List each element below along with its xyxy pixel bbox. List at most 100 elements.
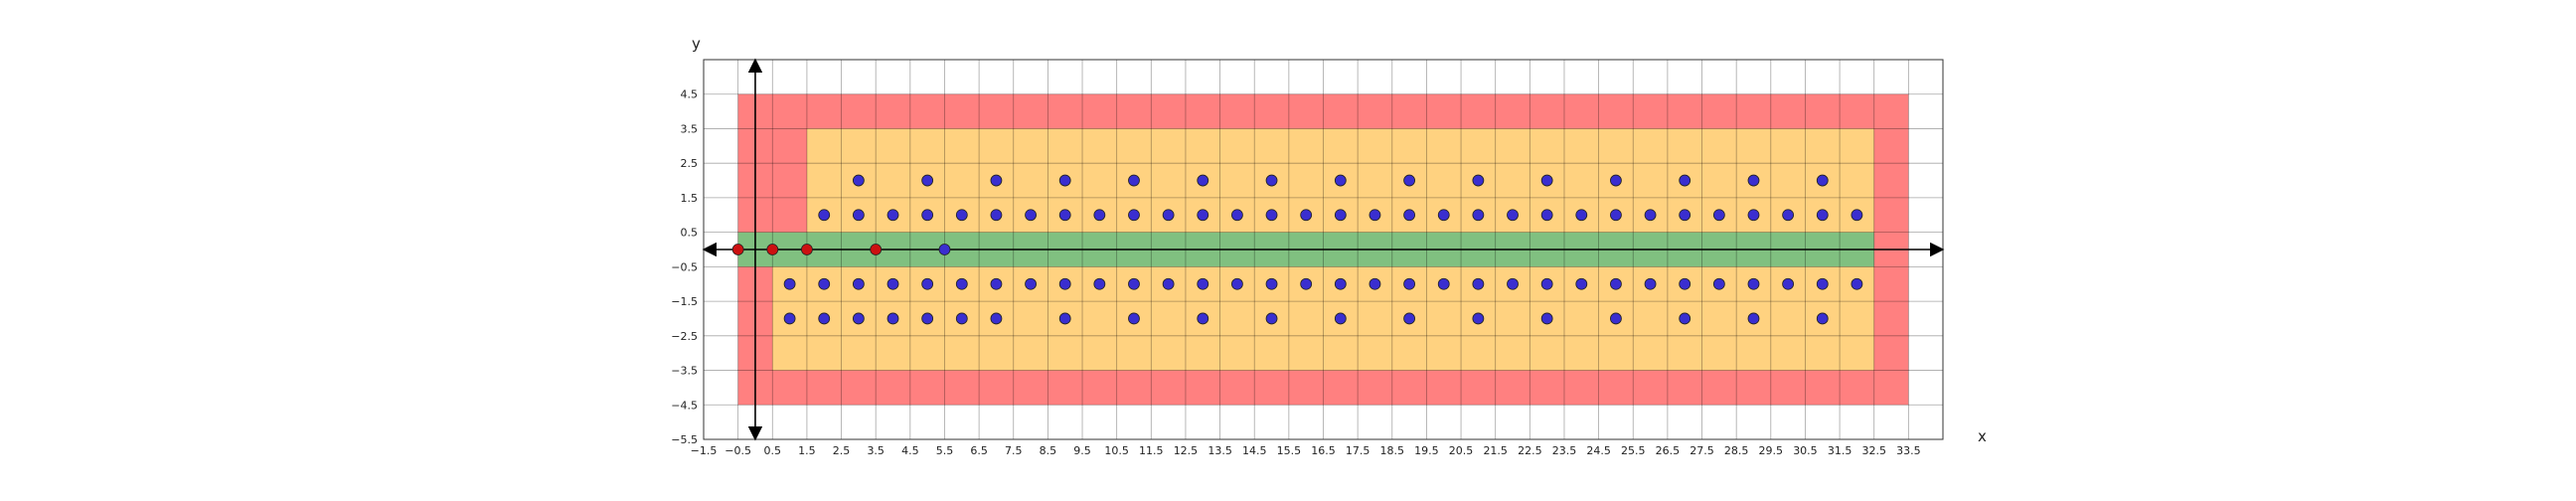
data-point xyxy=(1437,277,1450,290)
data-point xyxy=(1162,209,1175,222)
x-tick-label: 30.5 xyxy=(1793,444,1818,457)
data-point xyxy=(990,174,1003,187)
data-point xyxy=(955,277,968,290)
data-point xyxy=(1540,312,1553,325)
data-point xyxy=(1368,209,1381,222)
y-tick-label: 2.5 xyxy=(681,157,699,170)
y-tick-label: 0.5 xyxy=(681,227,699,240)
data-point xyxy=(886,312,899,325)
data-point xyxy=(818,277,831,290)
data-point xyxy=(1472,312,1485,325)
data-point xyxy=(1403,209,1415,222)
x-tick-label: 7.5 xyxy=(1005,444,1023,457)
data-point xyxy=(818,209,831,222)
data-point xyxy=(921,174,934,187)
x-tick-label: 29.5 xyxy=(1759,444,1784,457)
data-point xyxy=(921,277,934,290)
data-point xyxy=(1472,209,1485,222)
data-point xyxy=(1747,174,1760,187)
data-point xyxy=(1644,209,1657,222)
y-tick-label: −5.5 xyxy=(671,433,698,446)
data-point xyxy=(1610,174,1622,187)
data-point xyxy=(1610,312,1622,325)
x-tick-labels: −1.5 −0.5 0.5 1.5 2.5 3.5 4.5 5.5 6.5 7.5 8.5 9.5 10… xyxy=(691,444,1921,457)
y-tick-label: −1.5 xyxy=(671,295,698,308)
data-point xyxy=(1403,277,1415,290)
data-point xyxy=(1162,277,1175,290)
y-tick-label: 3.5 xyxy=(681,122,699,135)
x-tick-label: 23.5 xyxy=(1552,444,1577,457)
data-point xyxy=(1334,174,1347,187)
data-point xyxy=(1197,277,1209,290)
x-tick-label: 19.5 xyxy=(1414,444,1439,457)
data-point xyxy=(1128,174,1140,187)
y-tick-label: −4.5 xyxy=(671,399,698,412)
x-tick-label: 11.5 xyxy=(1139,444,1164,457)
data-point xyxy=(1782,277,1795,290)
data-point xyxy=(1507,209,1519,222)
x-axis-label: x xyxy=(1978,427,1987,445)
data-point xyxy=(1265,312,1278,325)
data-point xyxy=(1540,277,1553,290)
x-tick-label: 28.5 xyxy=(1724,444,1749,457)
x-tick-label: 27.5 xyxy=(1690,444,1714,457)
x-tick-label: 16.5 xyxy=(1311,444,1336,457)
data-point xyxy=(852,277,865,290)
y-tick-label: 4.5 xyxy=(681,88,699,101)
x-tick-label: 13.5 xyxy=(1208,444,1232,457)
data-point xyxy=(1679,277,1691,290)
data-point xyxy=(1816,277,1829,290)
axes xyxy=(702,58,1945,441)
x-tick-label: 5.5 xyxy=(936,444,954,457)
x-tick-label: 1.5 xyxy=(798,444,816,457)
data-point xyxy=(852,209,865,222)
y-tick-labels: −5.5 −4.5 −3.5 −2.5 −1.5 −0.5 0.5 1.5 2.5 3.5 4.5 xyxy=(671,88,698,446)
data-point xyxy=(1265,209,1278,222)
data-point xyxy=(766,244,779,255)
x-tick-label: 8.5 xyxy=(1040,444,1057,457)
x-tick-label: 21.5 xyxy=(1483,444,1508,457)
data-point xyxy=(1128,312,1140,325)
y-tick-label: −2.5 xyxy=(671,330,698,343)
x-tick-label: 17.5 xyxy=(1346,444,1370,457)
data-point xyxy=(1231,209,1243,222)
data-point xyxy=(1816,312,1829,325)
data-point xyxy=(1610,277,1622,290)
y-axis-label: y xyxy=(692,35,701,53)
data-point xyxy=(1575,277,1588,290)
x-tick-label: −0.5 xyxy=(724,444,751,457)
data-point xyxy=(1265,277,1278,290)
data-point xyxy=(955,312,968,325)
data-point xyxy=(1679,312,1691,325)
data-point xyxy=(1058,277,1071,290)
x-tick-label: 32.5 xyxy=(1861,444,1886,457)
data-point xyxy=(783,277,796,290)
data-point xyxy=(1128,277,1140,290)
data-point xyxy=(886,277,899,290)
data-point xyxy=(921,312,934,325)
x-tick-label: 10.5 xyxy=(1104,444,1129,457)
data-point xyxy=(1058,312,1071,325)
data-point xyxy=(1197,209,1209,222)
data-point xyxy=(1610,209,1622,222)
data-point xyxy=(1265,174,1278,187)
data-point xyxy=(1679,209,1691,222)
x-tick-label: 12.5 xyxy=(1174,444,1199,457)
y-tick-label: −3.5 xyxy=(671,365,698,378)
data-point xyxy=(938,244,951,255)
data-point xyxy=(1093,277,1106,290)
data-point xyxy=(1472,277,1485,290)
x-tick-label: 20.5 xyxy=(1449,444,1474,457)
data-point xyxy=(1816,174,1829,187)
data-point xyxy=(990,209,1003,222)
data-point xyxy=(1300,209,1313,222)
data-point xyxy=(1334,277,1347,290)
data-point xyxy=(818,312,831,325)
data-point xyxy=(1197,312,1209,325)
data-point xyxy=(990,312,1003,325)
data-point xyxy=(731,244,744,255)
x-tick-label: 3.5 xyxy=(867,444,885,457)
data-point xyxy=(1403,174,1415,187)
x-tick-label: 0.5 xyxy=(764,444,782,457)
